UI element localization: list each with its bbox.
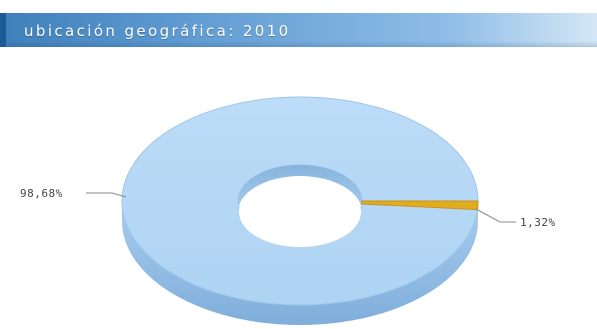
data-label-minor: 1,32% <box>520 216 556 229</box>
data-label-main: 98,68% <box>20 187 63 200</box>
donut-side <box>122 201 478 325</box>
donut-hole <box>239 177 361 247</box>
leader-line-minor <box>475 208 516 223</box>
page-title: ubicación geográfica: 2010 <box>24 22 291 40</box>
donut-hole-wall <box>238 165 362 212</box>
header-accent <box>0 13 6 47</box>
header-bar <box>0 13 597 47</box>
leader-line-main <box>86 192 127 198</box>
